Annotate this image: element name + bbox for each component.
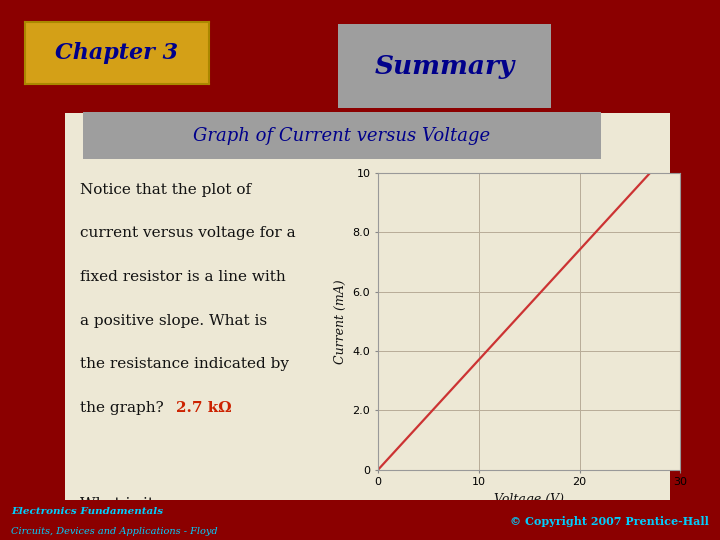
Text: 2.7 kΩ: 2.7 kΩ bbox=[176, 401, 232, 415]
Y-axis label: Current (mA): Current (mA) bbox=[334, 279, 347, 363]
Text: a positive slope. What is: a positive slope. What is bbox=[80, 314, 267, 328]
Text: Chapter 3: Chapter 3 bbox=[55, 42, 179, 64]
X-axis label: Voltage (V): Voltage (V) bbox=[494, 493, 564, 506]
Text: © Copyright 2007 Prentice-Hall: © Copyright 2007 Prentice-Hall bbox=[510, 516, 709, 527]
Text: What is its: What is its bbox=[80, 497, 162, 511]
Text: current versus voltage for a: current versus voltage for a bbox=[80, 226, 296, 240]
Text: Summary: Summary bbox=[374, 53, 515, 79]
Text: Notice that the plot of: Notice that the plot of bbox=[80, 183, 251, 197]
Text: Circuits, Devices and Applications - Floyd: Circuits, Devices and Applications - Flo… bbox=[11, 526, 217, 536]
Text: fixed resistor is a line with: fixed resistor is a line with bbox=[80, 270, 286, 284]
Text: Electronics Fundamentals: Electronics Fundamentals bbox=[11, 507, 163, 516]
Text: the graph?: the graph? bbox=[80, 401, 164, 415]
Text: the resistance indicated by: the resistance indicated by bbox=[80, 357, 289, 372]
Text: Graph of Current versus Voltage: Graph of Current versus Voltage bbox=[194, 126, 490, 145]
